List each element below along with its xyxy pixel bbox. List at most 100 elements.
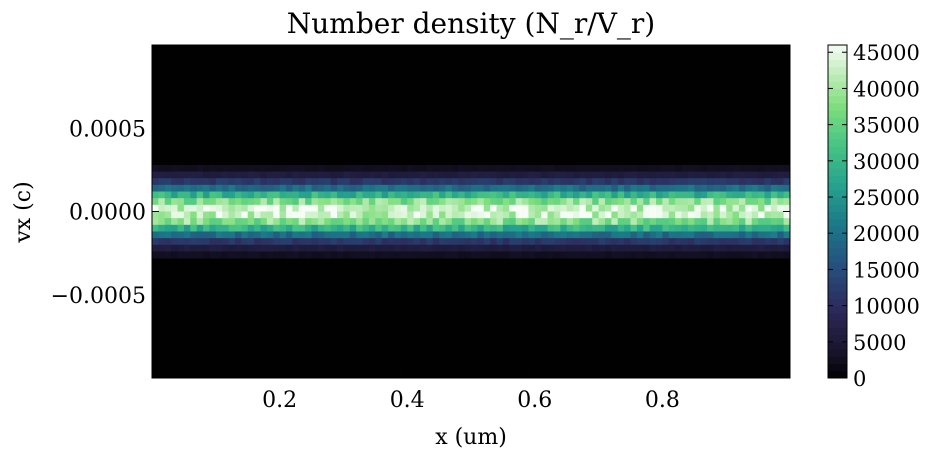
heatmap-cell xyxy=(426,191,434,199)
heatmap-cell xyxy=(279,218,287,226)
heatmap-cell xyxy=(726,244,733,252)
heatmap-cell xyxy=(228,231,236,239)
heatmap-cell xyxy=(419,238,427,246)
colorbar-step xyxy=(828,81,847,89)
heatmap-cell xyxy=(675,178,682,186)
heatmap-cell xyxy=(483,251,491,259)
heatmap-cell xyxy=(388,171,395,179)
heatmap-cell xyxy=(649,164,657,172)
heatmap-cell xyxy=(394,184,402,192)
colorbar-step xyxy=(828,211,847,220)
heatmap-cell xyxy=(604,211,612,219)
heatmap-cell xyxy=(368,211,376,219)
heatmap-cell xyxy=(324,224,332,232)
heatmap-cell xyxy=(330,211,338,219)
heatmap-cell xyxy=(592,171,599,179)
heatmap-cell xyxy=(254,211,261,219)
heatmap-cell xyxy=(656,171,663,179)
heatmap-cell xyxy=(522,224,529,232)
heatmap-cell xyxy=(636,184,644,192)
heatmap-cell xyxy=(241,238,249,246)
heatmap-cell xyxy=(247,218,255,226)
heatmap-cell xyxy=(592,178,599,186)
heatmap-cell xyxy=(317,218,325,226)
heatmap-cell xyxy=(337,238,344,246)
heatmap-cell xyxy=(770,238,778,246)
heatmap-cell xyxy=(719,164,727,172)
heatmap-cell xyxy=(464,224,472,232)
heatmap-cell xyxy=(164,211,172,219)
heatmap-cell xyxy=(458,164,466,172)
heatmap-cell xyxy=(502,184,510,192)
heatmap-cell xyxy=(254,191,261,199)
heatmap-cell xyxy=(394,191,402,199)
heatmap-cell xyxy=(681,171,689,179)
heatmap-cell xyxy=(222,178,229,186)
heatmap-cell xyxy=(317,184,325,192)
heatmap-cell xyxy=(158,171,166,179)
heatmap-cell xyxy=(624,224,631,232)
heatmap-cell xyxy=(203,231,210,239)
heatmap-cell xyxy=(719,224,727,232)
heatmap-cell xyxy=(432,178,440,186)
heatmap-cell xyxy=(668,184,676,192)
heatmap-cell xyxy=(726,238,733,246)
heatmap-cell xyxy=(738,231,746,239)
heatmap-cell xyxy=(573,191,580,199)
heatmap-cell xyxy=(266,231,274,239)
heatmap-cell xyxy=(247,224,255,232)
heatmap-cell xyxy=(694,231,702,239)
heatmap-cell xyxy=(643,231,651,239)
heatmap-cell xyxy=(464,164,472,172)
heatmap-cell xyxy=(298,198,306,206)
heatmap-cell xyxy=(292,211,300,219)
heatmap-cell xyxy=(426,164,434,172)
heatmap-cell xyxy=(719,251,727,259)
heatmap-cell xyxy=(222,191,229,199)
heatmap-cell xyxy=(164,204,172,212)
heatmap-cell xyxy=(356,231,363,239)
colorbar-step xyxy=(828,356,847,365)
heatmap-cell xyxy=(675,171,682,179)
heatmap-cell xyxy=(400,224,408,232)
heatmap-cell xyxy=(687,244,695,252)
heatmap-cell xyxy=(368,191,376,199)
heatmap-cell xyxy=(439,178,446,186)
heatmap-cell xyxy=(592,184,599,192)
heatmap-cell xyxy=(349,244,357,252)
colorbar-step xyxy=(828,146,847,155)
heatmap-cell xyxy=(502,251,510,259)
heatmap-cell xyxy=(158,224,166,232)
heatmap-cell xyxy=(311,244,319,252)
heatmap-cell xyxy=(636,198,644,206)
heatmap-cell xyxy=(458,178,466,186)
heatmap-cell xyxy=(528,204,536,212)
heatmap-cell xyxy=(592,224,599,232)
heatmap-cell xyxy=(751,191,759,199)
heatmap-cell xyxy=(764,164,772,172)
heatmap-cell xyxy=(158,231,166,239)
heatmap-cell xyxy=(407,178,414,186)
heatmap-cell xyxy=(209,191,217,199)
heatmap-cell xyxy=(662,238,670,246)
heatmap-cell xyxy=(400,164,408,172)
heatmap-cell xyxy=(675,224,682,232)
heatmap-cell xyxy=(579,218,587,226)
heatmap-cell xyxy=(490,204,497,212)
heatmap-cell xyxy=(458,204,466,212)
heatmap-cell xyxy=(770,244,778,252)
heatmap-cell xyxy=(419,191,427,199)
heatmap-cell xyxy=(209,164,217,172)
heatmap-cell xyxy=(719,211,727,219)
heatmap-cell xyxy=(324,211,332,219)
heatmap-cell xyxy=(732,184,740,192)
heatmap-cell xyxy=(432,244,440,252)
heatmap-cell xyxy=(687,184,695,192)
heatmap-cell xyxy=(490,211,497,219)
heatmap-cell xyxy=(713,178,721,186)
heatmap-cell xyxy=(560,171,568,179)
heatmap-cell xyxy=(158,204,166,212)
heatmap-cell xyxy=(337,198,344,206)
heatmap-cell xyxy=(553,238,561,246)
heatmap-cell xyxy=(662,211,670,219)
